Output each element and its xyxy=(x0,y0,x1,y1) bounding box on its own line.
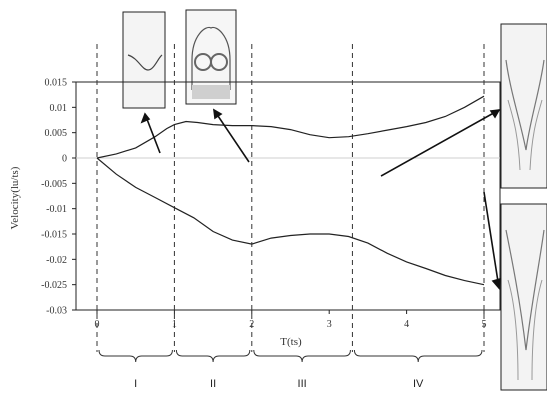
phase-brace xyxy=(98,349,173,363)
plot-area xyxy=(75,81,501,311)
x-tick-label: 1 xyxy=(172,319,177,330)
annotation-arrows xyxy=(140,108,501,290)
y-tick-label: 0.005 xyxy=(45,128,68,139)
y-tick-label: -0.015 xyxy=(41,230,67,241)
phase-label: II xyxy=(210,378,216,390)
y-tick-label: -0.005 xyxy=(41,179,67,190)
inset-phase-4-bottom xyxy=(500,203,547,391)
inset-phase-1 xyxy=(122,11,166,109)
x-axis-title: T(ts) xyxy=(280,336,302,348)
inset-phase-2 xyxy=(185,9,237,105)
series-line-2 xyxy=(96,157,485,286)
series-line-1 xyxy=(96,95,485,159)
y-axis-title: Velocity(lu/ts) xyxy=(9,166,21,229)
y-tick-label: 0.01 xyxy=(50,103,68,114)
phase-label: I xyxy=(134,378,137,390)
x-tick-label: 5 xyxy=(482,319,487,330)
y-tick-label: -0.025 xyxy=(41,280,67,291)
y-tick-label: 0 xyxy=(62,154,67,165)
x-tick-label: 2 xyxy=(249,319,254,330)
x-tick-label: 4 xyxy=(404,319,409,330)
y-tick-label: -0.01 xyxy=(46,204,67,215)
phase-label: III xyxy=(298,378,307,390)
phase-brace xyxy=(353,349,483,363)
y-tick-label: -0.02 xyxy=(46,255,67,266)
y-tick-label: 0.015 xyxy=(45,78,68,89)
inset-phase-4-top xyxy=(500,23,547,189)
y-tick-label: -0.03 xyxy=(46,306,67,317)
phase-label: IV xyxy=(413,378,424,390)
phase-brace xyxy=(175,349,251,363)
phase-brace xyxy=(253,349,351,363)
x-tick-label: 3 xyxy=(327,319,332,330)
x-tick-label: 0 xyxy=(95,319,100,330)
